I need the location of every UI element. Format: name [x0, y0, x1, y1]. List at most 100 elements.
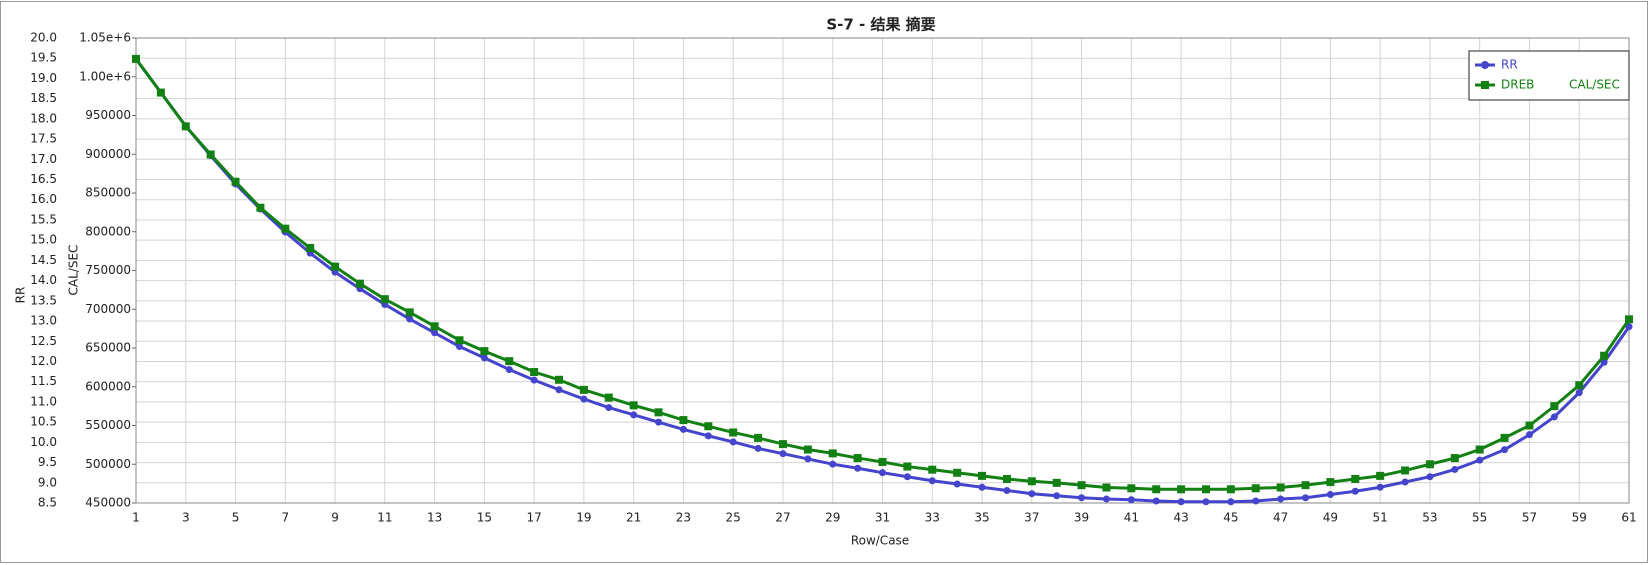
point — [1152, 497, 1160, 505]
y-tick-label: 15.5 — [30, 212, 57, 226]
point — [1525, 421, 1534, 430]
point — [331, 262, 340, 271]
point — [206, 150, 215, 159]
point — [1003, 486, 1011, 494]
point — [1426, 473, 1434, 481]
point — [530, 376, 538, 384]
legend-unit: CAL/SEC — [1569, 78, 1620, 92]
point — [430, 322, 439, 331]
point — [1127, 484, 1136, 493]
point — [978, 471, 987, 480]
point — [555, 386, 563, 394]
point — [231, 177, 240, 186]
point — [655, 418, 663, 426]
point — [1301, 481, 1310, 490]
y-tick-label: 10.5 — [30, 415, 57, 429]
point — [455, 343, 463, 351]
y2-tick-label: 750000 — [85, 263, 131, 277]
point — [1550, 413, 1558, 421]
y-tick-label: 12.0 — [30, 354, 57, 368]
x-tick-label: 51 — [1373, 511, 1388, 525]
x-tick-label: 29 — [825, 511, 840, 525]
x-tick-label: 43 — [1173, 511, 1188, 525]
y-tick-label: 9.5 — [38, 455, 57, 469]
point — [729, 438, 737, 446]
x-tick-label: 17 — [526, 511, 541, 525]
point — [1475, 445, 1484, 454]
legend-label: RR — [1501, 58, 1518, 72]
point — [1201, 485, 1210, 494]
point — [1077, 481, 1086, 490]
point — [1053, 492, 1061, 500]
y-tick-label: 13.5 — [30, 293, 57, 307]
point — [530, 368, 539, 377]
point — [829, 460, 837, 468]
y-tick-label: 8.5 — [38, 496, 57, 510]
point — [1302, 494, 1310, 502]
point — [1550, 402, 1559, 411]
x-tick-label: 5 — [232, 511, 240, 525]
x-tick-label: 9 — [331, 511, 339, 525]
point — [1351, 487, 1359, 495]
point — [580, 395, 588, 403]
point — [1102, 495, 1110, 503]
y2-axis-label: CAL/SEC — [67, 245, 81, 296]
x-tick-label: 31 — [875, 511, 890, 525]
chart-title: S-7 - 结果 摘要 — [826, 16, 935, 34]
point — [1277, 495, 1285, 503]
point — [1376, 471, 1385, 480]
point — [630, 411, 638, 419]
y-tick-label: 18.0 — [30, 111, 57, 125]
point — [380, 295, 389, 304]
x-tick-label: 61 — [1621, 511, 1636, 525]
point — [1226, 485, 1235, 494]
point — [803, 445, 812, 454]
x-tick-label: 57 — [1522, 511, 1537, 525]
plot-border — [135, 37, 1630, 504]
point — [879, 469, 886, 477]
y-tick-label: 17.0 — [30, 152, 57, 166]
x-tick-label: 59 — [1572, 511, 1587, 525]
point — [1276, 483, 1285, 492]
point — [604, 393, 613, 402]
y-tick-label: 16.5 — [30, 172, 57, 186]
point — [953, 468, 962, 477]
point — [928, 477, 936, 485]
x-tick-label: 35 — [974, 511, 989, 525]
y-tick-label: 14.5 — [30, 253, 57, 267]
point — [455, 336, 464, 345]
point — [1600, 358, 1608, 366]
point — [729, 428, 738, 437]
x-tick-label: 37 — [1024, 511, 1039, 525]
point — [1127, 496, 1135, 504]
point — [1227, 498, 1235, 506]
point — [779, 450, 787, 458]
x-tick-label: 33 — [925, 511, 940, 525]
point — [1625, 315, 1633, 324]
y2-tick-label: 900000 — [85, 147, 131, 161]
y2-tick-label: 650000 — [85, 341, 131, 355]
point — [405, 308, 414, 317]
point — [1028, 490, 1036, 498]
x-tick-label: 45 — [1223, 511, 1238, 525]
y2-tick-label: 500000 — [85, 457, 131, 471]
x-tick-label: 7 — [281, 511, 289, 525]
y-tick-label: 11.5 — [30, 374, 57, 388]
point — [1525, 431, 1533, 439]
y-tick-label: 15.0 — [30, 233, 57, 247]
y-tick-label: 16.0 — [30, 192, 57, 206]
point — [1600, 351, 1609, 360]
point — [480, 347, 489, 356]
point — [406, 315, 414, 323]
point — [480, 354, 488, 362]
x-tick-label: 39 — [1074, 511, 1089, 525]
point — [181, 122, 190, 131]
legend-box — [1468, 50, 1630, 101]
y-tick-label: 12.5 — [30, 334, 57, 348]
y2-tick-label: 950000 — [85, 108, 131, 122]
point — [355, 279, 364, 288]
y2-tick-label: 1.05e+6 — [79, 31, 131, 45]
point — [953, 480, 961, 488]
